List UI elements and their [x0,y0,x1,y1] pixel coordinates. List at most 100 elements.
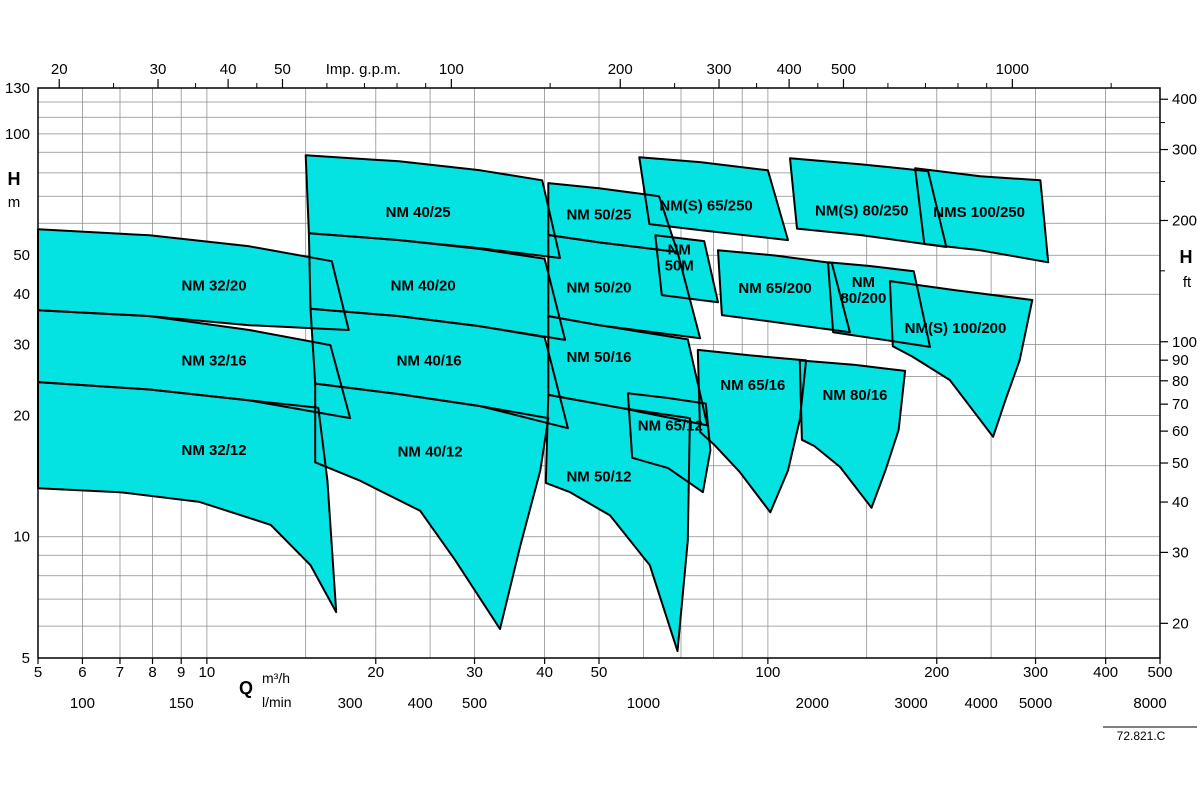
lmin-tick-label: 150 [169,695,194,712]
m3h-tick-label: 200 [924,664,949,681]
pump-region-label-nm-32-20: NM 32/20 [182,278,247,295]
pump-region-label-nm-32-16: NM 32/16 [182,352,247,369]
ft-tick-label: 200 [1172,212,1197,229]
lmin-tick-label: 3000 [894,695,927,712]
pump-region-nm-s-80-250 [790,158,947,247]
gpm-tick-label: 20 [51,61,68,78]
lmin-tick-label: 400 [408,695,433,712]
m3h-tick-label: 400 [1093,664,1118,681]
pump-region-label-nm-40-20: NM 40/20 [391,278,456,295]
m3h-tick-label: 6 [78,664,86,681]
lmin-tick-label: 500 [462,695,487,712]
pump-region-outline-nm-65-200 [717,249,851,334]
m3h-tick-label: 9 [177,664,185,681]
pump-region-nm-32-20 [38,229,349,330]
pump-region-outline-nm-50m [654,234,719,304]
pump-region-outline-nm-32-12 [37,381,338,614]
lmin-tick-label: 2000 [796,695,829,712]
lmin-tick-label: 8000 [1133,695,1166,712]
pump-region-label-nm-65-12: NM 65/12 [638,417,703,434]
pump-region-nm-40-12 [315,383,549,629]
pump-region-label-nm-80-16: NM 80/16 [822,387,887,404]
pump-region-outline-nm-50-12 [544,393,691,653]
pump-region-label-nm-50-12: NM 50/12 [566,469,631,486]
right-axis-unit: ft [1183,274,1192,291]
pump-region-label-nm-32-12: NM 32/12 [182,442,247,459]
bottom-axis-m3h: 5 6 7 8 9 10 20 30 40 50 100 200 300 400 500 Q m³/h [34,658,1173,698]
m-tick-label: 130 [5,80,30,97]
gpm-tick-label: 500 [831,61,856,78]
ft-tick-label: 70 [1172,396,1189,413]
gpm-tick-label: 300 [707,61,732,78]
pump-region-label-nm-50m: NM 50M [665,242,694,275]
pump-region-outlines [37,154,1050,653]
pump-region-label-nm-50-16: NM 50/16 [566,349,631,366]
m-tick-label: 20 [13,407,30,424]
pump-region-nm-40-16 [310,308,568,429]
gpm-tick-label: 40 [220,61,237,78]
m3h-tick-label: 50 [591,664,608,681]
m-tick-label: 40 [13,286,30,303]
gpm-tick-label: 50 [274,61,291,78]
pump-region-label-nm-65-200: NM 65/200 [738,280,811,297]
lmin-tick-label: 4000 [964,695,997,712]
m-tick-label: 50 [13,247,30,264]
pump-region-outline-nm-80-200 [827,261,931,348]
left-axis-m: 130 100 50 40 30 20 10 5 Hm [5,80,30,667]
ft-tick-label: 50 [1172,455,1189,472]
gpm-tick-label: 400 [777,61,802,78]
left-axis-title: H [8,169,21,189]
pump-regions [38,155,1049,652]
pump-region-label-nm-50-20: NM 50/20 [566,279,631,296]
pump-region-label-nms-100-250: NMS 100/250 [933,204,1025,221]
pump-region-label-nm-40-12: NM 40/12 [398,443,463,460]
pump-region-outline-nm-65-16 [696,348,808,514]
bottom-axis-unit-lmin: l/min [262,694,292,710]
pump-region-label-nm-80-200: NM 80/200 [840,274,886,307]
m3h-tick-label: 20 [367,664,384,681]
ft-tick-label: 20 [1172,615,1189,632]
ft-tick-label: 100 [1172,334,1197,351]
pump-region-label-nm-65-16: NM 65/16 [720,377,785,394]
pump-region-nm-50-20 [548,235,701,339]
pump-region-nm-32-16 [38,310,351,419]
pump-region-outline-nm-80-16 [798,359,907,509]
pump-region-outline-nms-100-250 [914,167,1050,264]
gpm-tick-label: 30 [150,61,167,78]
m-tick-label: 10 [13,529,30,546]
gpm-tick-label: 1000 [996,61,1029,78]
m-tick-label: 5 [22,650,30,667]
ft-tick-label: 60 [1172,423,1189,440]
ft-tick-label: 90 [1172,352,1189,369]
ft-tick-label: 40 [1172,494,1189,511]
bottom-axis-title: Q [239,678,253,698]
pump-region-nm-s-100-200 [889,281,1033,437]
lmin-tick-label: 1000 [627,695,660,712]
pump-region-nm-40-25 [305,155,560,258]
m3h-tick-label: 500 [1147,664,1172,681]
left-axis-unit: m [8,194,21,211]
m3h-tick-label: 7 [116,664,124,681]
m3h-tick-label: 5 [34,664,42,681]
ft-tick-label: 80 [1172,373,1189,390]
pump-region-nm-80-16 [799,360,906,508]
pump-region-nms-100-250 [915,168,1049,263]
pump-region-labels: NM 32/20 NM 32/16 NM 32/12 NM 40/25 NM 40/20… [182,197,1025,485]
ft-tick-label: 300 [1172,142,1197,159]
pump-region-nm-65-200 [718,250,850,333]
bottom-axis-lmin: 100 150 300 400 500 1000 2000 3000 4000 5000 8000 l… [70,694,1167,712]
gpm-tick-label: 100 [439,61,464,78]
m3h-tick-label: 10 [199,664,216,681]
pump-region-label-nm-40-16: NM 40/16 [397,352,462,369]
m3h-tick-label: 40 [536,664,553,681]
top-axis-title: Imp. g.p.m. [326,61,401,78]
lmin-tick-label: 100 [70,695,95,712]
bottom-axis-unit-m3h: m³/h [262,670,290,686]
m-tick-label: 100 [5,126,30,143]
drawing-number: 72.821.C [1117,729,1166,743]
pump-region-outline-nm-s-100-200 [888,280,1034,438]
pump-region-label-nm-50-25: NM 50/25 [566,207,631,224]
m3h-tick-label: 100 [755,664,780,681]
